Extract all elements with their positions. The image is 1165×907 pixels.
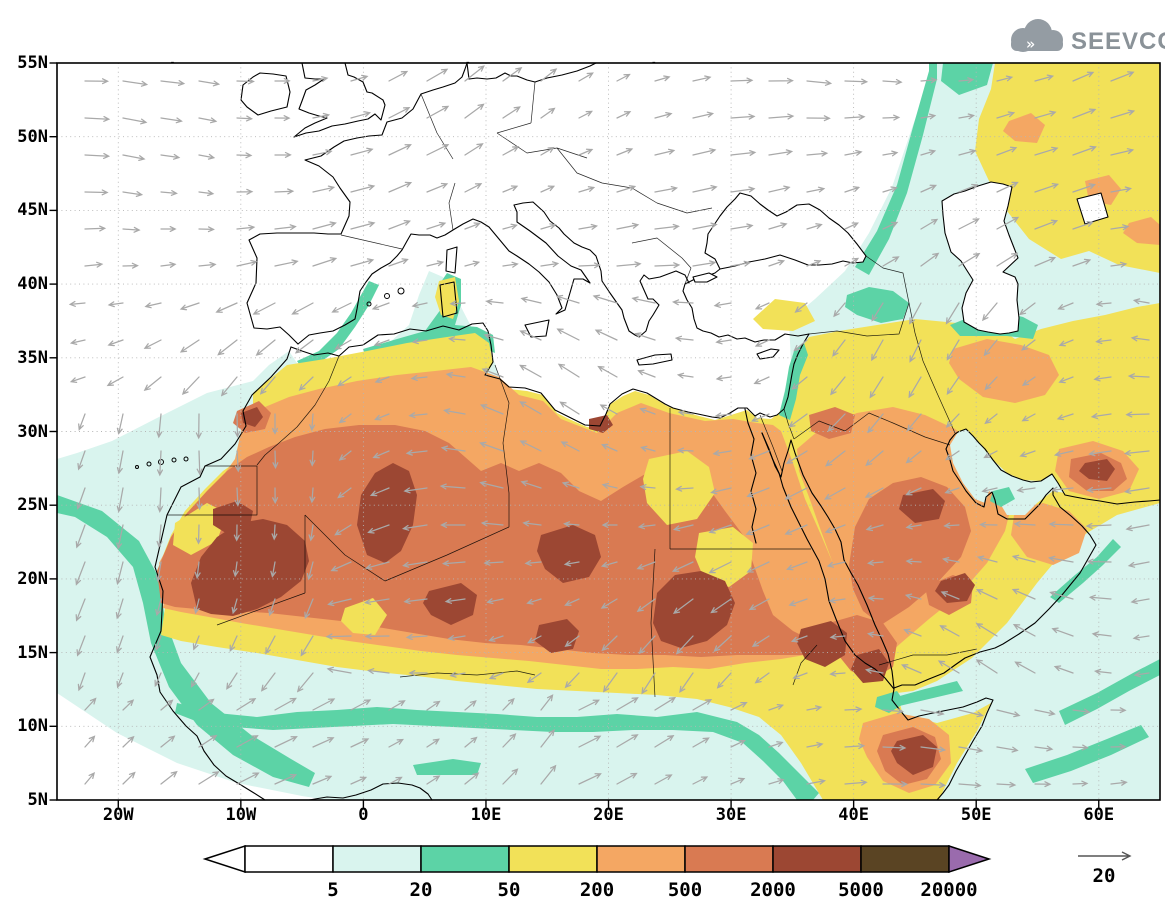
map-plot [49,62,1161,808]
crete-island [636,353,673,366]
wind-reference-arrow-icon [1078,851,1132,861]
legend-value-label: 2000 [750,879,796,901]
logo-text: SEEVCCC [1071,28,1165,55]
wind-reference-label: 20 [1093,865,1116,887]
lon-tick-label: 60E [1083,805,1115,825]
axis-tick-marks [49,62,1100,808]
canary-islands [135,456,189,469]
border-layer [167,81,978,698]
legend-value-label: 5 [327,879,338,901]
persian-gulf-pale [950,429,1065,515]
coastline-layer [135,62,1161,801]
cloud-chevron-icon: » [1026,35,1035,53]
coast-gulf-of-guinea [308,782,433,801]
black-sea [704,192,867,270]
legend-value-label: 5000 [838,879,884,901]
legend-box-orange [596,845,686,873]
lat-tick-label: 50N [17,126,48,147]
lon-tick-label: 30E [715,805,747,825]
coast-africa-atlantic [149,346,292,801]
lat-tick-label: 40N [17,274,48,295]
lon-tick-label: 40E [838,805,869,825]
legend-value-label: 50 [498,879,521,901]
coast-baltic [466,62,597,83]
sea-of-marmara [692,272,718,283]
lon-tick-label: 0 [358,805,369,825]
legend-value-label: 20 [410,879,433,901]
lat-tick-label: 55N [17,53,48,73]
caspian-sea [941,181,1020,335]
lon-tick-label: 50E [960,805,992,825]
fill-sudan-core [653,571,735,648]
lat-tick-label: 10N [17,716,48,737]
cloud-icon [1011,19,1063,52]
lat-tick-label: 5N [27,790,48,810]
corsica-island [445,246,458,274]
lon-tick-label: 10W [225,805,257,825]
nile-river [744,408,757,544]
coast-mediterranean-north [297,201,690,345]
lon-tick-label: 20E [593,805,624,825]
dust-2000-5000-regions [191,407,1115,775]
wind-arrows [68,65,1150,789]
dust-20-50-regions [57,63,993,800]
legend-box-teal [420,845,510,873]
legend-left-arrow [202,844,246,874]
cyprus-island [756,348,780,360]
legend-value-label: 20000 [920,879,977,901]
balearic-islands [366,287,405,307]
lat-tick-label: 45N [17,200,48,221]
fill-ne-corner-yellow [975,63,1160,273]
fill-algeria-core [357,463,417,563]
lat-tick-label: 20N [17,568,48,589]
legend-right-arrow [948,844,992,874]
seevccc-logo: » SEEVCCC [1011,19,1165,55]
coast-africa-mediterranean [290,322,810,427]
map-inner [56,62,1161,801]
sardinia-island [439,281,458,318]
lat-tick-label: 15N [17,642,48,663]
legend-box-dark_red [772,845,862,873]
coast-redsea-horn [761,432,994,801]
legend-value-label: 500 [668,879,702,901]
legend-box-pale_cyan [332,845,422,873]
lat-lon-gridlines [57,63,1160,800]
legend-box-yellow [508,845,598,873]
lat-tick-label: 30N [17,421,48,442]
coast-uk [293,62,386,138]
lon-tick-label: 10E [470,805,502,825]
legend-box-terracotta [684,845,774,873]
sicily-island [524,319,550,338]
aral-sea [1076,192,1109,225]
lat-tick-label: 35N [17,347,48,368]
legend-value-label: 200 [580,879,614,901]
lon-tick-label: 20W [102,805,134,825]
fill-wafrica-core [191,519,309,616]
legend-box-dark_brown [860,845,950,873]
legend-box-white [244,845,334,873]
legend-colorbar: 5 20 50 200 500 2000 5000 20000 20 [202,844,1132,901]
lat-tick-label: 25N [17,495,48,516]
